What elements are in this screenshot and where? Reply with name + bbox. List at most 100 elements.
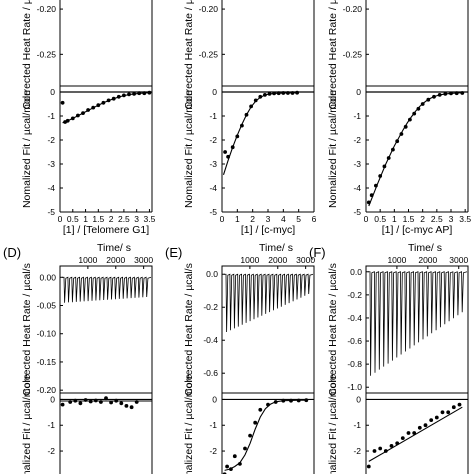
- heat-rate-frame: [59, 0, 153, 87]
- data-point: [86, 108, 90, 112]
- data-point: [412, 111, 417, 116]
- data-point: [253, 420, 258, 425]
- y-tick-label: -3: [47, 159, 55, 169]
- y-tick-label: -1.0: [347, 382, 362, 392]
- y-tick-label: -1: [353, 111, 361, 121]
- x-tick-label: 5: [296, 214, 301, 224]
- heat-rate-frame: [221, 0, 315, 87]
- y-tick-label: 0: [212, 87, 217, 97]
- data-point: [240, 123, 244, 128]
- data-point: [423, 423, 428, 428]
- data-point: [106, 98, 111, 103]
- data-point: [91, 105, 96, 110]
- data-point: [142, 91, 147, 96]
- data-point: [290, 91, 295, 95]
- y-tick-label: -0.25: [343, 49, 363, 59]
- time-axis-title: Time/ s: [97, 242, 131, 254]
- x-tick-label: 6: [312, 214, 317, 224]
- time-axis-title: Time/ s: [259, 242, 293, 254]
- fit-curve: [368, 92, 463, 207]
- data-point: [88, 399, 93, 404]
- data-point: [253, 98, 258, 103]
- x-tick-label: 2: [420, 214, 425, 224]
- data-point: [266, 402, 270, 407]
- y-tick-label: -0.20: [37, 4, 57, 14]
- data-point: [243, 446, 247, 451]
- data-point: [226, 154, 231, 159]
- data-point: [122, 93, 126, 98]
- fit-ylabel: Nomalized Fit / µcal/mole: [327, 374, 339, 474]
- data-point: [389, 444, 394, 448]
- y-tick-label: -3: [209, 159, 217, 169]
- y-tick-label: -2: [209, 135, 217, 145]
- data-point: [132, 92, 137, 96]
- data-point: [93, 398, 98, 403]
- data-point: [286, 91, 290, 95]
- fit-xlabel: [1] / [Telomere G1]: [63, 224, 149, 236]
- y-tick-label: -0.10: [37, 329, 57, 339]
- y-tick-label: -0.2: [347, 290, 362, 300]
- y-tick-label: 0: [212, 394, 217, 404]
- heat-rate-ylabel: Corrected Heat Rate / µcal/s: [327, 0, 339, 109]
- data-point: [81, 111, 85, 115]
- data-point: [68, 400, 73, 404]
- x-tick-label: 3.5: [144, 214, 156, 224]
- data-point: [129, 405, 134, 410]
- y-tick-label: -0.05: [37, 301, 57, 311]
- data-point: [437, 93, 442, 97]
- data-point: [457, 402, 462, 407]
- y-tick-label: -0.6: [347, 336, 362, 346]
- panel-4: 0.00 -0.05 -0.10 -0.15 -0.20 1000 2000 3000Time…: [3, 242, 153, 474]
- fit-ylabel: Nomalized Fit / µcal/mole: [21, 374, 33, 474]
- fit-ylabel: Nomalized Fit / µcal/mole: [21, 90, 33, 208]
- fit-ylabel: Nomalized Fit / µcal/mole: [327, 90, 339, 208]
- fit-ylabel: Nomalized Fit / µcal/mole: [183, 374, 195, 474]
- x-tick-label: 2.5: [118, 214, 130, 224]
- data-point: [223, 150, 228, 154]
- y-tick-label: -2: [47, 135, 55, 145]
- y-tick-label: -4: [353, 183, 361, 193]
- y-tick-label: -3: [353, 159, 361, 169]
- x-tick-label: 3000: [449, 255, 468, 265]
- data-point: [289, 398, 293, 403]
- x-tick-label: 2000: [268, 255, 287, 265]
- x-tick-label: 0.5: [374, 214, 386, 224]
- x-tick-label: 2.5: [431, 214, 443, 224]
- data-point: [378, 446, 383, 451]
- x-tick-label: 1: [235, 214, 240, 224]
- data-point: [281, 91, 286, 95]
- y-tick-label: -1: [209, 111, 217, 121]
- data-point: [386, 156, 391, 160]
- data-point: [443, 92, 448, 96]
- panel-tag: (E): [165, 245, 182, 260]
- data-point: [378, 174, 383, 178]
- heat-rate-plot: 0.0 -0.2 -0.4 -0.6 -0.8 -1.0 1000 2000 3000 Time/…: [327, 242, 469, 396]
- y-tick-label: -1: [47, 420, 55, 430]
- y-tick-label: -4: [209, 183, 217, 193]
- heat-rate-trace: [368, 271, 468, 376]
- fit-plot: 0 -1 -2 -3 Nomalized Fit / µcal/mole: [183, 374, 315, 474]
- data-point: [434, 415, 439, 420]
- fit-curve: [62, 92, 150, 124]
- data-point: [296, 398, 301, 403]
- x-tick-label: 3000: [296, 255, 315, 265]
- data-point: [230, 145, 235, 150]
- y-tick-label: -2: [209, 446, 217, 456]
- data-point: [235, 134, 240, 139]
- y-tick-label: -0.6: [203, 368, 218, 378]
- heat-rate-ylabel: Corrected Heat Rate / µcal/s: [21, 263, 33, 396]
- heat-rate-frame: [221, 265, 315, 394]
- x-tick-label: 3: [449, 214, 454, 224]
- data-point: [446, 410, 451, 415]
- data-point: [229, 467, 233, 471]
- x-tick-label: 1: [392, 214, 397, 224]
- heat-rate-frame: [365, 265, 469, 394]
- y-tick-label: -3: [353, 472, 361, 474]
- x-tick-label: 1000: [78, 255, 97, 265]
- x-tick-label: 1000: [387, 255, 406, 265]
- heat-rate-ylabel: Corrected Heat Rate / µcal/s: [183, 0, 195, 109]
- y-tick-label: -3: [209, 472, 217, 474]
- data-point: [395, 441, 400, 446]
